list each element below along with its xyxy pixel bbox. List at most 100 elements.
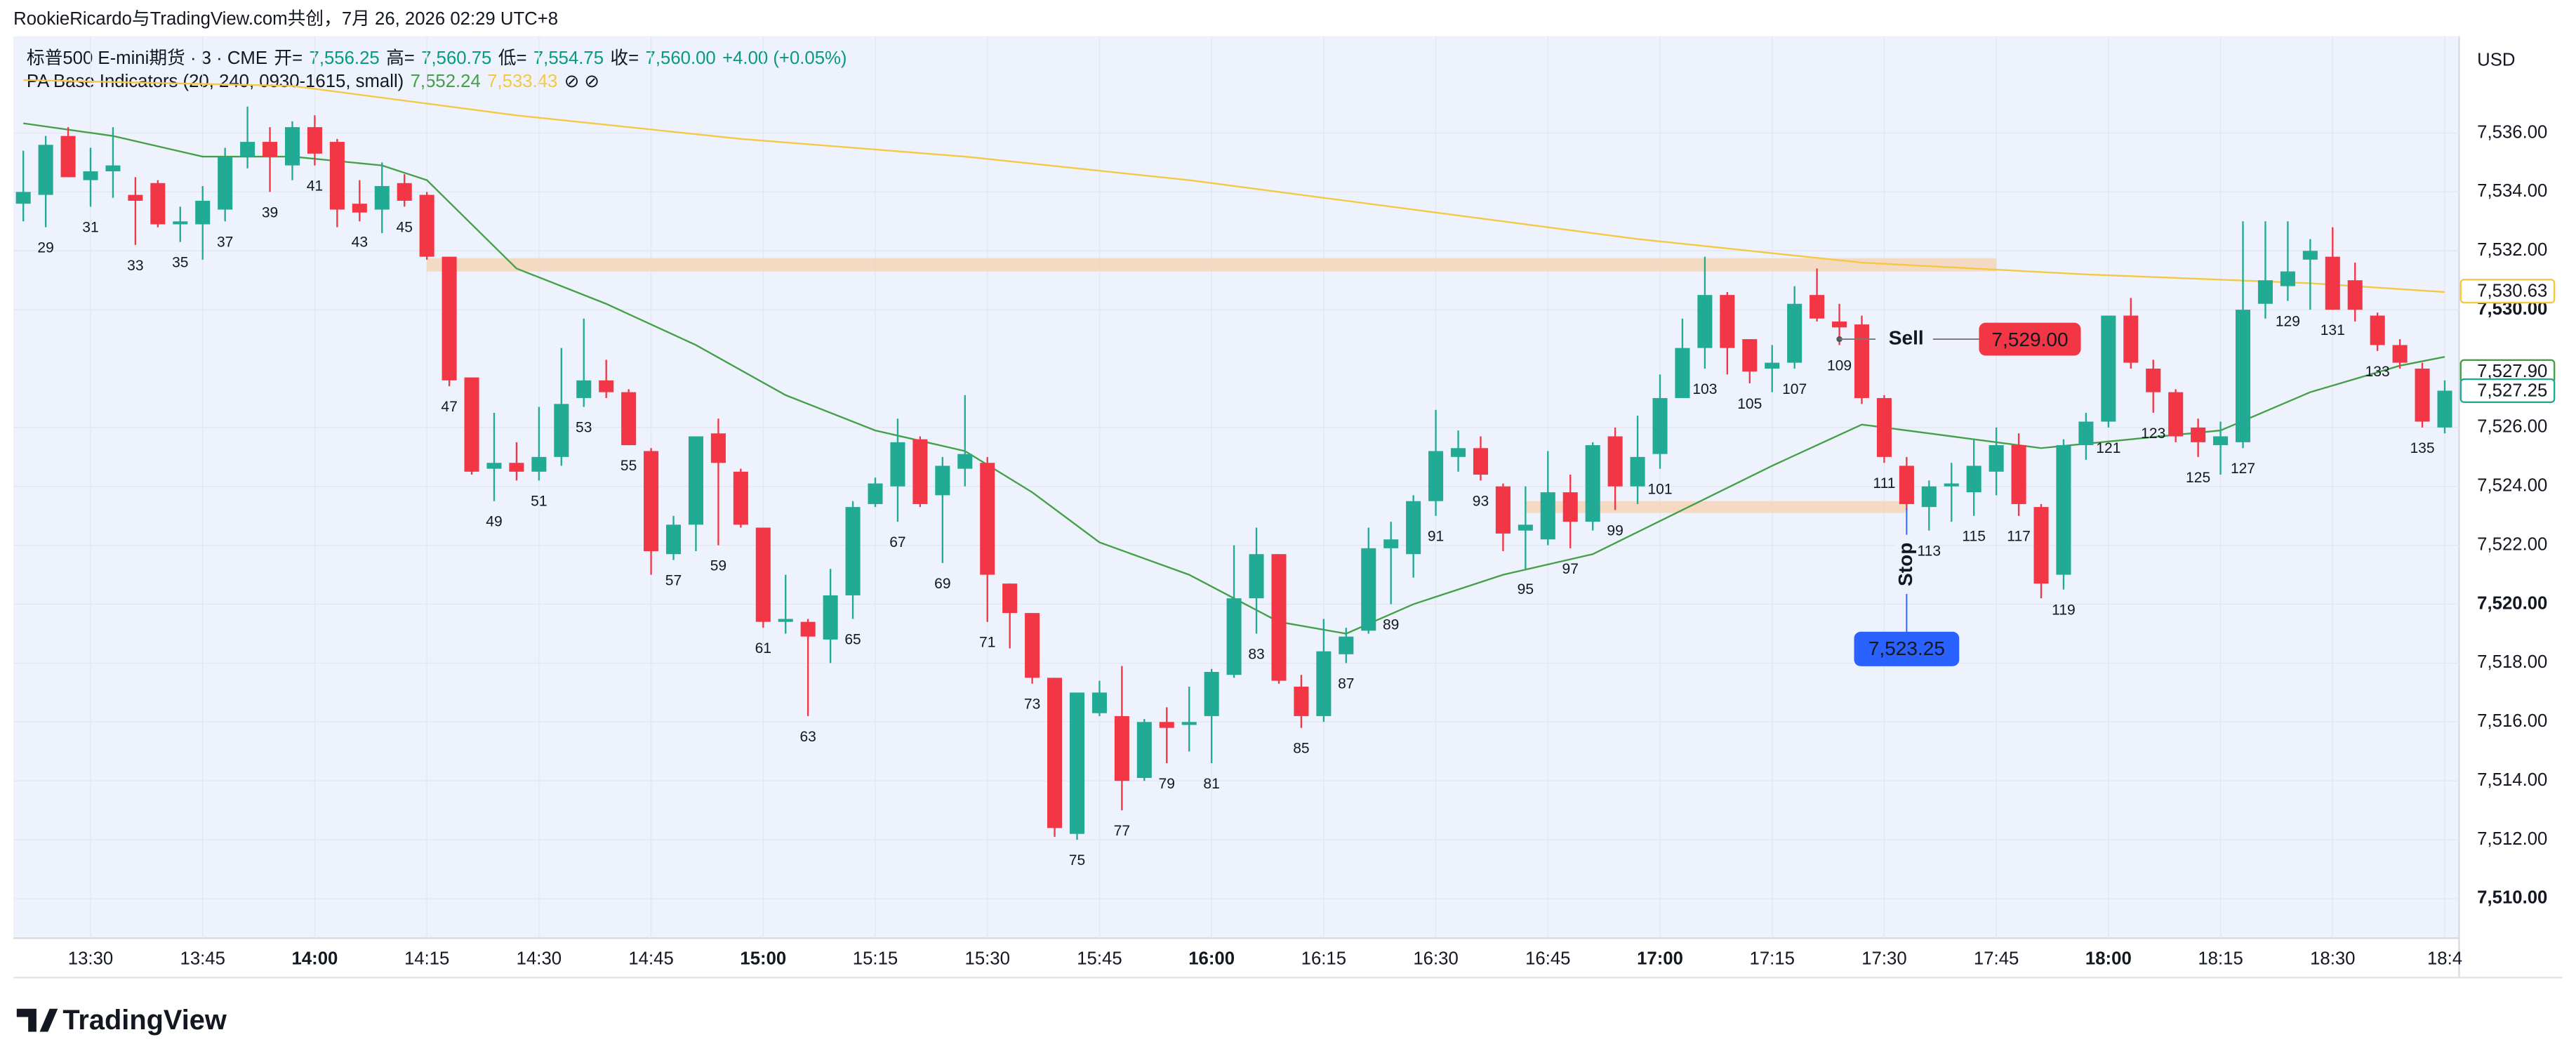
- candle-body: [419, 194, 434, 257]
- bar-number: 91: [1428, 529, 1444, 545]
- bar-number: 109: [1827, 357, 1852, 374]
- x-tick-label: 15:45: [1077, 949, 1122, 968]
- bar-number: 85: [1293, 741, 1309, 757]
- candle-body: [1899, 466, 1914, 504]
- candle-body: [307, 127, 322, 154]
- bar-number: 61: [755, 640, 771, 656]
- legend-item: +4.00 (+0.05%): [722, 48, 847, 68]
- candle-body: [890, 442, 905, 487]
- price-label-box: [2459, 378, 2556, 404]
- bar-number: 125: [2186, 470, 2210, 486]
- bar-number: 97: [1562, 561, 1579, 577]
- y-tick-label: 7,524.00: [2477, 476, 2547, 496]
- candle-body: [1854, 324, 1870, 398]
- y-tick-label: 7,526.00: [2477, 417, 2547, 437]
- price-label-box: [2459, 279, 2556, 304]
- candle-body: [2168, 392, 2184, 437]
- price-label: 7,530.63: [2477, 282, 2547, 301]
- legend-item: 7,560.75: [421, 48, 491, 68]
- bar-number: 35: [172, 255, 188, 271]
- candle-body: [1383, 539, 1399, 548]
- bar-number: 101: [1647, 482, 1672, 498]
- x-tick-label: 16:30: [1413, 949, 1458, 968]
- x-tick-label: 16:00: [1188, 949, 1235, 968]
- x-tick-label: 15:30: [965, 949, 1010, 968]
- bar-number: 53: [576, 420, 592, 436]
- bar-number: 77: [1114, 823, 1130, 839]
- candle-body: [1607, 436, 1623, 487]
- y-tick-label: 7,520.00: [2477, 593, 2547, 613]
- bar-number: 39: [262, 204, 278, 220]
- legend-item: 高=: [386, 48, 415, 68]
- x-tick-label: 17:30: [1861, 949, 1906, 968]
- bar-number: 121: [2096, 440, 2120, 456]
- candle-body: [1181, 722, 1197, 725]
- candle-body: [531, 456, 547, 472]
- y-tick-label: 7,532.00: [2477, 240, 2547, 260]
- candle-body: [1810, 295, 1825, 319]
- candle-body: [1450, 448, 1466, 457]
- bar-number: 107: [1782, 381, 1807, 397]
- candle-body: [1136, 722, 1152, 778]
- y-tick-label: 7,536.00: [2477, 122, 2547, 142]
- y-tick-label: 7,516.00: [2477, 711, 2547, 731]
- price-label: 7,527.25: [2477, 381, 2547, 400]
- candle-body: [2101, 315, 2116, 422]
- candle-body: [1652, 397, 1668, 454]
- bar-number: 115: [1962, 529, 1986, 545]
- candle-body: [173, 221, 188, 225]
- candle-body: [1832, 321, 1847, 328]
- bar-number: 33: [127, 258, 143, 274]
- candle-body: [1428, 451, 1444, 501]
- candle-body: [1495, 486, 1511, 534]
- candle-body: [329, 142, 345, 210]
- candle-body: [644, 451, 659, 552]
- candle-body: [2011, 445, 2026, 504]
- bar-number: 99: [1607, 522, 1623, 539]
- candle-body: [800, 621, 816, 637]
- candle-body: [60, 136, 76, 178]
- candle-body: [1069, 692, 1085, 834]
- candle-body: [1025, 613, 1040, 678]
- candle-body: [509, 463, 524, 472]
- order-badge: [1979, 322, 2081, 356]
- x-tick-label: 16:15: [1301, 949, 1346, 968]
- logo: TradingView: [16, 1005, 227, 1036]
- candle-body: [486, 463, 502, 469]
- candle-body: [1787, 303, 1802, 363]
- candle-body: [1697, 295, 1713, 348]
- bar-number: 117: [2007, 529, 2031, 545]
- logo-icon: [16, 1008, 58, 1032]
- legend-line: 标普500 E-mini期货 · 3 · CME 开= 7,556.25 高= 7,56…: [27, 48, 847, 68]
- candle-body: [38, 145, 53, 195]
- legend-item: 7,554.75: [533, 48, 604, 68]
- candle-body: [2392, 345, 2408, 363]
- candle-body: [1091, 692, 1107, 713]
- zone: [427, 258, 1997, 272]
- zone: [1525, 501, 1907, 513]
- x-tick-label: 18:00: [2085, 949, 2132, 968]
- candle-body: [1966, 466, 1981, 493]
- price-label: 7,527.90: [2477, 362, 2547, 381]
- candle-body: [1742, 339, 1758, 372]
- bar-number: 119: [2052, 602, 2076, 619]
- bar-number: 81: [1203, 776, 1219, 792]
- bar-number: 123: [2141, 425, 2165, 442]
- candle-body: [1765, 362, 1780, 369]
- candle-body: [710, 433, 726, 463]
- bar-number: 43: [352, 234, 368, 250]
- candle-body: [83, 171, 98, 180]
- bar-number: 51: [531, 493, 547, 509]
- candle-body: [1204, 672, 1219, 716]
- candle-body: [2415, 369, 2430, 422]
- candle-body: [755, 527, 771, 622]
- bar-number: 89: [1383, 617, 1399, 633]
- candle-body: [935, 466, 950, 496]
- candle-body: [2347, 280, 2363, 310]
- candle-body: [2325, 256, 2340, 310]
- candle-body: [1047, 678, 1063, 828]
- legend-item: 开=: [274, 48, 303, 68]
- y-tick-label: 7,510.00: [2477, 888, 2547, 908]
- candle-body: [105, 165, 121, 171]
